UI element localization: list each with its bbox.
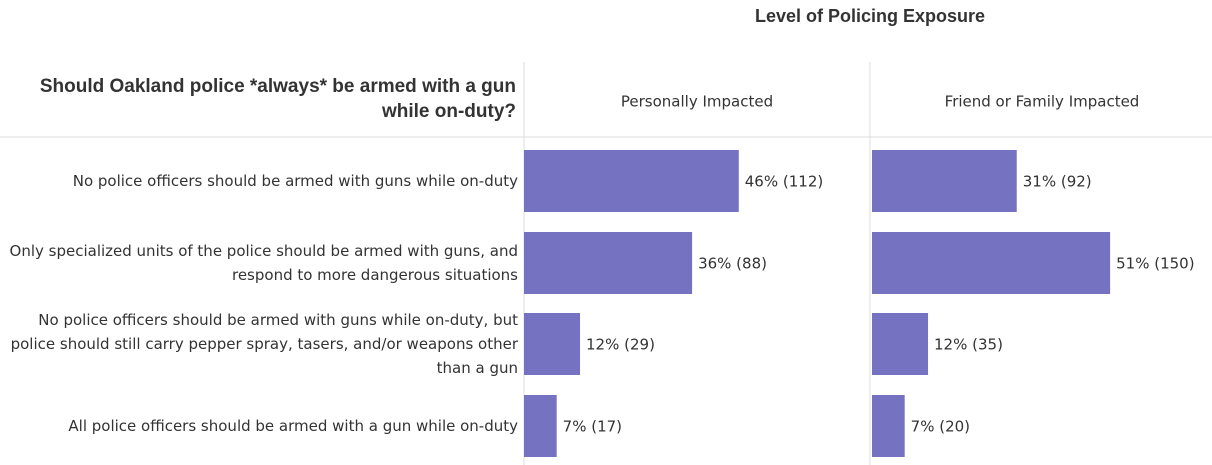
bar — [524, 313, 581, 375]
value-label: 31% (92) — [1023, 173, 1092, 191]
value-label: 12% (29) — [586, 336, 655, 354]
category-label: Only specialized units of the police sho… — [9, 242, 518, 284]
category-label: No police officers should be armed with … — [10, 311, 518, 377]
value-label: 36% (88) — [698, 255, 767, 273]
category-label: All police officers should be armed with… — [68, 417, 518, 435]
chart-title: Level of Policing Exposure — [754, 6, 986, 26]
value-label: 7% (20) — [911, 418, 970, 436]
bar — [524, 395, 557, 457]
series-header: Personally Impacted — [621, 93, 773, 111]
value-label: 51% (150) — [1116, 255, 1194, 273]
value-label: 7% (17) — [563, 418, 622, 436]
bar — [872, 395, 905, 457]
category-label: No police officers should be armed with … — [72, 172, 518, 190]
value-label: 12% (35) — [934, 336, 1003, 354]
bar — [872, 232, 1111, 294]
value-label: 46% (112) — [745, 173, 823, 191]
series-header: Friend or Family Impacted — [945, 93, 1140, 111]
row-header: Should Oakland police *always* be armed … — [39, 76, 516, 122]
bar — [872, 313, 929, 375]
bar — [524, 150, 739, 212]
bar — [872, 150, 1017, 212]
bar — [524, 232, 693, 294]
